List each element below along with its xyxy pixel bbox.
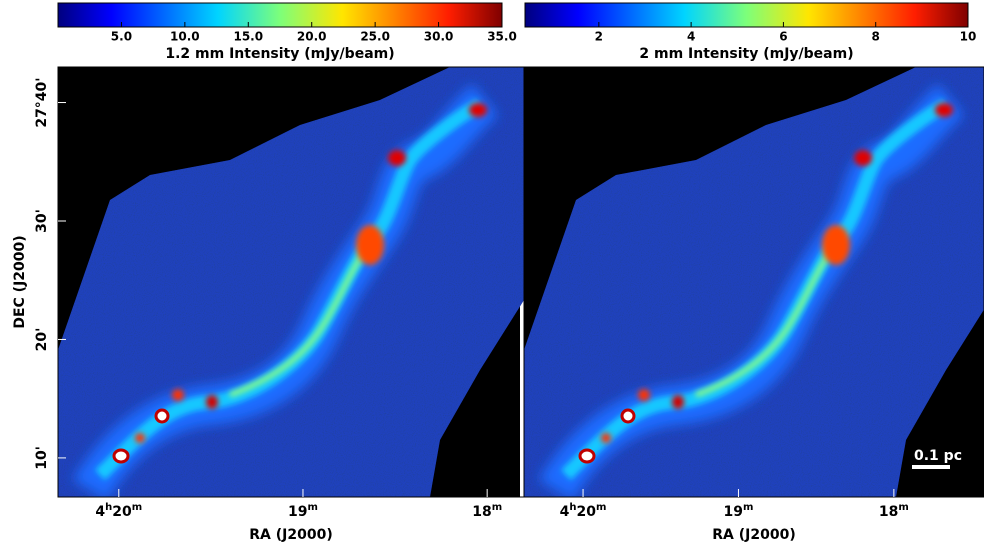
x-axis-label: RA (J2000) [712, 527, 795, 543]
x-tick-label: 18m [879, 502, 909, 521]
colorbar-tick-label: 25.0 [360, 30, 390, 44]
colorbar-tick-label: 2 [595, 30, 603, 44]
x-tick-label: 4h20m [95, 502, 142, 521]
y-axis-label: DEC (J2000) [12, 235, 28, 328]
intensity-map [0, 67, 524, 497]
scale-annotation: 0.1 pc [914, 448, 962, 464]
y-tick-label: 30' [34, 209, 50, 233]
colorbar-tick-label: 10 [960, 30, 977, 44]
colorbar-tick-label: 15.0 [233, 30, 263, 44]
colorbar-tick-label: 35.0 [487, 30, 517, 44]
x-tick-label: 4h20m [560, 502, 607, 521]
colorbar-tick-label: 6 [779, 30, 787, 44]
colorbar-label: 1.2 mm Intensity (mJy/beam) [165, 46, 394, 62]
colorbar-tick-label: 20.0 [297, 30, 327, 44]
y-tick-label: 10' [34, 446, 50, 470]
intensity-map [466, 67, 984, 497]
colorbar-tick-label: 5.0 [111, 30, 132, 44]
x-tick-label: 18m [472, 502, 502, 521]
panel-frame [523, 66, 984, 498]
x-axis-label: RA (J2000) [249, 527, 332, 543]
colorbar-tick-label: 4 [687, 30, 695, 44]
colorbar-tick-label: 30.0 [424, 30, 454, 44]
colorbar-label: 2 mm Intensity (mJy/beam) [639, 46, 853, 62]
colorbar [524, 2, 969, 28]
colorbar [57, 2, 503, 28]
x-tick-label: 19m [724, 502, 754, 521]
colorbar-tick-label: 10.0 [170, 30, 200, 44]
colorbar-tick-label: 8 [872, 30, 880, 44]
y-tick-label: 27°40' [34, 77, 50, 127]
y-tick-label: 20' [34, 328, 50, 352]
x-tick-label: 19m [288, 502, 318, 521]
